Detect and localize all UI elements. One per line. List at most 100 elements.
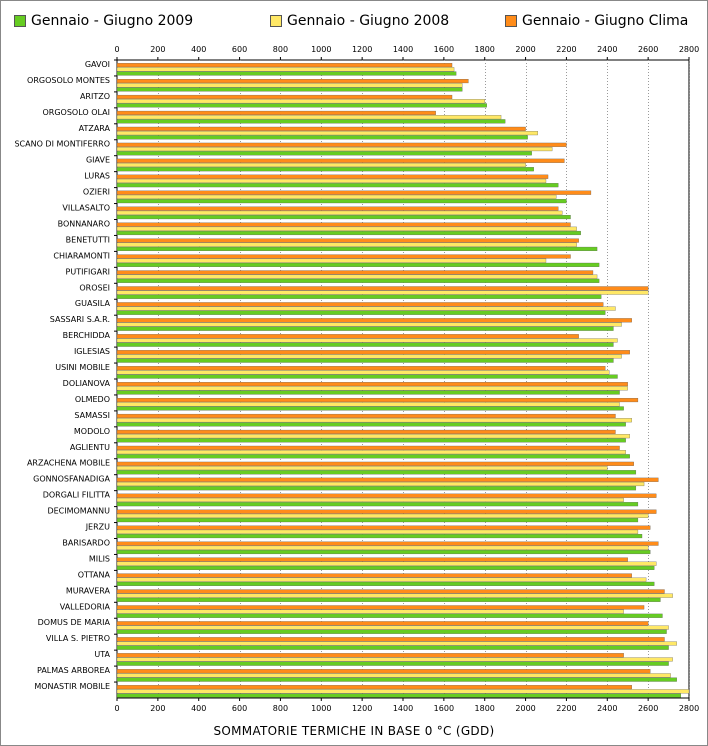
bar bbox=[116, 286, 649, 291]
bar bbox=[116, 545, 649, 550]
y-category-label: PALMAS ARBOREA bbox=[37, 666, 111, 675]
y-category-label: BONNANARO bbox=[58, 219, 110, 228]
bar bbox=[116, 581, 655, 586]
x-tick-label-bottom: 0 bbox=[114, 704, 119, 713]
y-category-label: LURAS bbox=[84, 172, 110, 181]
bar bbox=[116, 190, 592, 195]
bar bbox=[116, 470, 637, 475]
x-tick-label-top: 600 bbox=[232, 45, 247, 54]
bar bbox=[116, 429, 616, 434]
x-tick-label-top: 2200 bbox=[556, 45, 576, 54]
bar bbox=[116, 334, 579, 339]
legend-swatch-clima bbox=[505, 15, 517, 27]
x-tick-label-top: 2600 bbox=[638, 45, 658, 54]
bar bbox=[116, 162, 526, 168]
y-category-label: CHIARAMONTI bbox=[53, 251, 110, 260]
y-category-label: DOLIANOVA bbox=[63, 379, 111, 388]
x-tick-label-top: 800 bbox=[273, 45, 288, 54]
y-category-label: BENETUTTI bbox=[66, 235, 110, 244]
bar bbox=[116, 306, 616, 311]
bar bbox=[116, 450, 626, 455]
y-category-label: GUASILA bbox=[75, 299, 111, 308]
bar bbox=[116, 461, 634, 466]
bar bbox=[116, 63, 453, 68]
legend-label-2009: Gennaio - Giugno 2009 bbox=[31, 13, 194, 29]
bar bbox=[116, 589, 665, 594]
y-category-label: ARZACHENA MOBILE bbox=[27, 459, 110, 468]
y-category-label: SCANO DI MONTIFERRO bbox=[14, 140, 110, 149]
x-tick-label-bottom: 2600 bbox=[638, 704, 658, 713]
bar bbox=[116, 685, 632, 690]
bar bbox=[116, 509, 657, 514]
bar bbox=[116, 577, 647, 582]
x-tick-label-top: 1800 bbox=[475, 45, 495, 54]
x-tick-label-top: 1200 bbox=[352, 45, 372, 54]
bar bbox=[116, 669, 651, 674]
x-tick-label-top: 0 bbox=[114, 45, 119, 54]
bar bbox=[116, 167, 534, 172]
y-category-label: SAMASSI bbox=[74, 411, 110, 420]
bar bbox=[116, 274, 598, 279]
bar bbox=[116, 119, 506, 124]
y-category-label: GONNOSFANADIGA bbox=[33, 475, 110, 484]
bar bbox=[116, 290, 649, 295]
y-category-label: OROSEI bbox=[79, 283, 110, 292]
legend-item-2009: Gennaio - Giugno 2009 bbox=[14, 13, 193, 29]
legend-item-clima: Gennaio - Giugno Clima bbox=[505, 13, 688, 29]
bar bbox=[116, 693, 681, 698]
legend-label-clima: Gennaio - Giugno Clima bbox=[522, 13, 689, 29]
bar bbox=[116, 183, 559, 188]
y-category-label: VILLA S. PIETRO bbox=[46, 634, 110, 643]
y-category-label: GIAVE bbox=[86, 156, 110, 165]
bar bbox=[116, 625, 669, 630]
y-category-label: ATZARA bbox=[79, 124, 111, 133]
bar bbox=[116, 397, 639, 403]
y-category-label: OLMEDO bbox=[75, 395, 110, 404]
bar bbox=[116, 262, 600, 267]
bar bbox=[116, 126, 526, 131]
bar bbox=[116, 609, 624, 614]
y-category-label: SASSARI S.A.R. bbox=[50, 315, 110, 324]
x-tick-label-bottom: 1000 bbox=[311, 704, 331, 713]
bar bbox=[116, 525, 651, 530]
bar bbox=[116, 174, 549, 179]
bar bbox=[116, 194, 557, 199]
bar bbox=[116, 350, 630, 355]
legend: Gennaio - Giugno 2009 Gennaio - Giugno 2… bbox=[0, 0, 706, 40]
bar bbox=[116, 621, 649, 626]
bar bbox=[116, 318, 632, 323]
y-category-label: DOMUS DE MARIA bbox=[38, 618, 111, 627]
bar bbox=[116, 653, 624, 658]
bar bbox=[116, 386, 628, 391]
x-tick-label-top: 1600 bbox=[434, 45, 454, 54]
bar bbox=[116, 406, 624, 411]
y-category-label: IGLESIAS bbox=[74, 347, 110, 356]
bar bbox=[116, 94, 453, 100]
legend-label-2008: Gennaio - Giugno 2008 bbox=[287, 13, 450, 29]
x-tick-label-bottom: 400 bbox=[191, 704, 206, 713]
y-category-label: PUTIFIGARI bbox=[66, 267, 110, 276]
bar bbox=[116, 557, 628, 562]
bar bbox=[116, 534, 643, 539]
bar bbox=[116, 493, 657, 498]
bar bbox=[116, 135, 528, 140]
bar bbox=[116, 146, 553, 152]
bar bbox=[116, 366, 606, 371]
bar bbox=[116, 657, 673, 662]
y-category-label: MODOLO bbox=[74, 427, 110, 436]
bar bbox=[116, 438, 626, 443]
bar bbox=[116, 370, 610, 375]
bar bbox=[116, 374, 618, 379]
bar bbox=[116, 242, 577, 247]
y-category-label: BERCHIDDA bbox=[63, 331, 111, 340]
legend-item-2008: Gennaio - Giugno 2008 bbox=[270, 13, 449, 29]
x-tick-label-bottom: 1800 bbox=[475, 704, 495, 713]
bar bbox=[116, 673, 671, 678]
bar bbox=[116, 465, 608, 471]
x-tick-label-bottom: 600 bbox=[232, 704, 247, 713]
bar bbox=[116, 422, 626, 427]
x-tick-label-top: 1000 bbox=[311, 45, 331, 54]
y-category-label: ARITZO bbox=[80, 92, 110, 101]
bar bbox=[116, 541, 659, 546]
